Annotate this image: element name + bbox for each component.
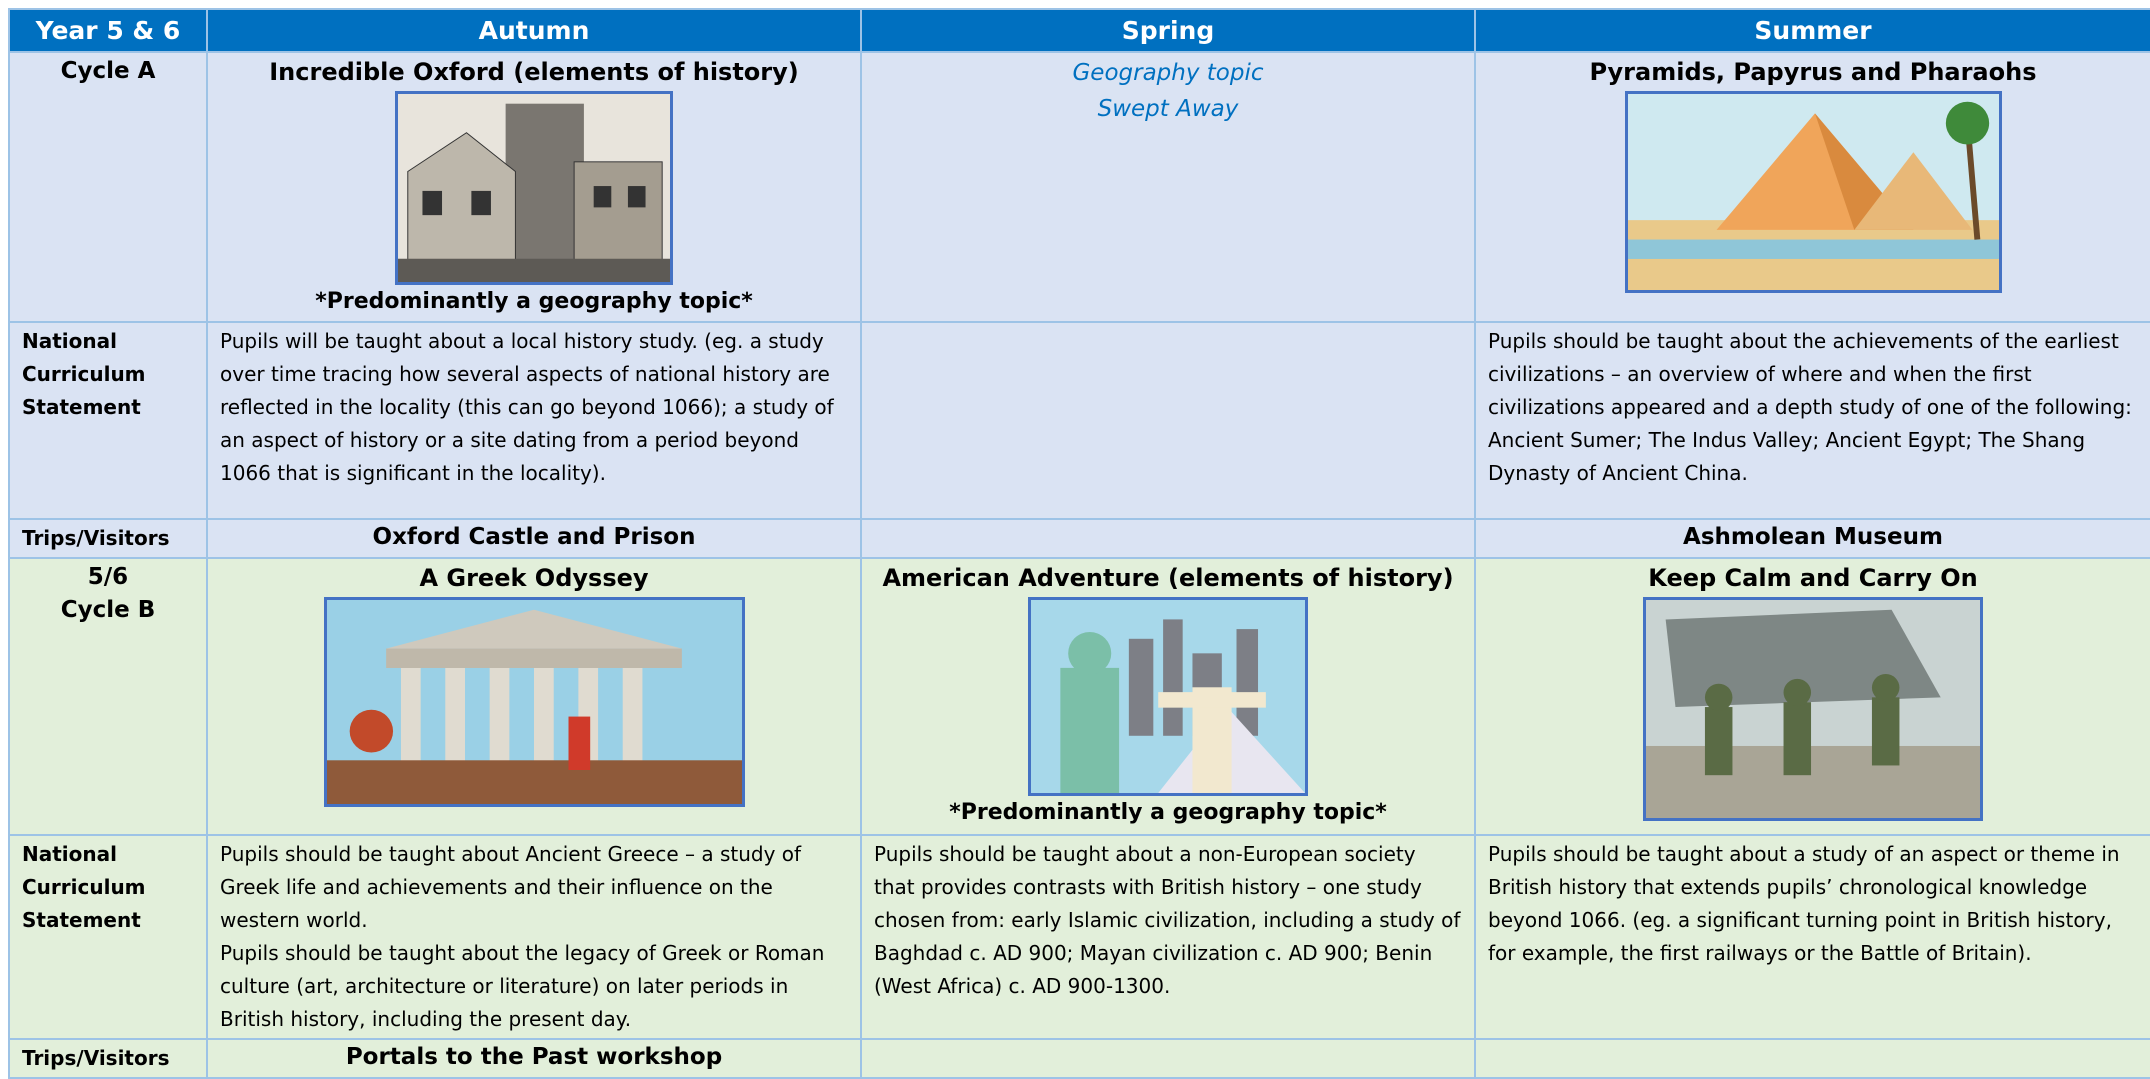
header-row: Year 5 & 6 Autumn Spring Summer xyxy=(8,8,2150,53)
cell: Pyramids, Papyrus and Pharaohs xyxy=(1474,51,2150,323)
paragraph: Pupils should be taught about the legacy… xyxy=(220,941,825,1031)
trips-row: Trips/Visitors Portals to the Past works… xyxy=(8,1038,2150,1079)
cell: Keep Calm and Carry On xyxy=(1474,557,2150,836)
topic-line: Swept Away xyxy=(1097,96,1239,122)
header-cell: Year 5 & 6 xyxy=(8,8,208,53)
image xyxy=(1643,597,1983,821)
topic-title: A Greek Odyssey xyxy=(419,564,649,592)
image xyxy=(1028,597,1308,796)
trips-row: Trips/Visitors Oxford Castle and Prison … xyxy=(8,518,2150,559)
cell: American Adventure (elements of history)… xyxy=(860,557,1476,836)
cell xyxy=(860,1038,1476,1079)
image xyxy=(323,597,745,807)
paragraph: Pupils should be taught about a non-Euro… xyxy=(874,842,1461,998)
statement-row: National Curriculum Statement Pupils sho… xyxy=(8,834,2150,1040)
header-cell: Autumn xyxy=(206,8,862,53)
topic-line: Geography topic xyxy=(1072,60,1264,86)
cell: Pupils should be taught about a non-Euro… xyxy=(860,834,1476,1040)
label-line: National Curriculum Statement xyxy=(22,329,146,419)
cell: Ashmolean Museum xyxy=(1474,518,2150,559)
label-line: Cycle B xyxy=(60,597,156,623)
row-label: Cycle A xyxy=(8,51,208,323)
paragraph: Pupils should be taught about the achiev… xyxy=(1488,329,2119,386)
paragraph: civilizations appeared and a depth study… xyxy=(1488,395,2132,485)
cell: Incredible Oxford (elements of history) … xyxy=(206,51,862,323)
header-cell: Spring xyxy=(860,8,1476,53)
row-label: National Curriculum Statement xyxy=(8,321,208,520)
row-label: Trips/Visitors xyxy=(8,1038,208,1079)
topic-table: Year 5 & 6 Autumn Spring Summer Cycle A … xyxy=(8,8,2150,1079)
cell xyxy=(860,321,1476,520)
label-line: Trips/Visitors xyxy=(22,526,170,550)
topic-note: *Predominantly a geography topic* xyxy=(315,289,753,314)
cell xyxy=(860,518,1476,559)
statement-row: National Curriculum Statement Pupils wil… xyxy=(8,321,2150,520)
cycle-row: Cycle A Incredible Oxford (elements of h… xyxy=(8,51,2150,323)
topic-title: Pyramids, Papyrus and Pharaohs xyxy=(1589,58,2037,86)
topic-title: American Adventure (elements of history) xyxy=(882,564,1454,592)
topic-title: Keep Calm and Carry On xyxy=(1648,564,1978,592)
topic-note: *Predominantly a geography topic* xyxy=(949,800,1387,825)
image xyxy=(1624,91,2002,293)
label-line: Cycle A xyxy=(60,58,156,84)
topic-title: Incredible Oxford (elements of history) xyxy=(269,58,799,86)
cell: Oxford Castle and Prison xyxy=(206,518,862,559)
paragraph: Pupils should be taught about Ancient Gr… xyxy=(220,842,802,932)
cell: Pupils should be taught about the achiev… xyxy=(1474,321,2150,520)
cycle-row: 5/6 Cycle B A Greek Odyssey American Adv… xyxy=(8,557,2150,836)
cell: Geography topic Swept Away xyxy=(860,51,1476,323)
cell: Portals to the Past workshop xyxy=(206,1038,862,1079)
cell: Pupils will be taught about a local hist… xyxy=(206,321,862,520)
label-line: National Curriculum Statement xyxy=(22,842,146,932)
paragraph: Pupils should be taught about a study of… xyxy=(1488,842,2120,965)
row-label: Trips/Visitors xyxy=(8,518,208,559)
label-line: 5/6 xyxy=(87,564,129,590)
header-cell: Summer xyxy=(1474,8,2150,53)
row-label: National Curriculum Statement xyxy=(8,834,208,1040)
cell: Pupils should be taught about a study of… xyxy=(1474,834,2150,1040)
row-label: 5/6 Cycle B xyxy=(8,557,208,836)
cell xyxy=(1474,1038,2150,1079)
cell: A Greek Odyssey xyxy=(206,557,862,836)
label-line: Trips/Visitors xyxy=(22,1046,170,1070)
paragraph: Pupils will be taught about a local hist… xyxy=(220,329,834,485)
image xyxy=(395,91,673,285)
cell: Pupils should be taught about Ancient Gr… xyxy=(206,834,862,1040)
